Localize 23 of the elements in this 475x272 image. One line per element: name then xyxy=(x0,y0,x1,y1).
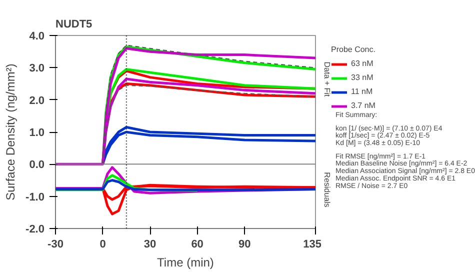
x-tick-label: 30 xyxy=(144,238,156,250)
y-tick-label: 3.0 xyxy=(29,62,45,75)
legend-label: 3.7 nM xyxy=(351,101,376,110)
x-tick-label: 0 xyxy=(100,238,106,250)
legend-label: 11 nM xyxy=(351,87,373,96)
legend-label: 33 nM xyxy=(351,73,374,82)
chart-title: NUDT5 xyxy=(56,18,92,30)
y-tick-label: 4.0 xyxy=(29,30,45,42)
y-tick-label: -1.0 xyxy=(26,191,45,204)
legend-title: Probe Conc. xyxy=(331,45,376,54)
y-tick-label: 2.0 xyxy=(29,94,45,107)
x-tick-label: -30 xyxy=(48,238,64,250)
y-tick-label: 0.0 xyxy=(29,159,45,172)
y-tick-label: -2.0 xyxy=(26,224,45,236)
y-tick-label: 1.0 xyxy=(29,127,45,139)
y-axis-title: Surface Density (ng/mm²) xyxy=(4,64,18,200)
text: Data + Fit xyxy=(322,62,332,98)
x-tick-label: 60 xyxy=(191,238,204,250)
legend-label: 63 nM xyxy=(351,59,374,68)
x-tick-label: 135 xyxy=(303,238,322,250)
text: Residuals xyxy=(322,172,332,208)
x-tick-label: 90 xyxy=(238,238,251,250)
x-axis-title: Time (min) xyxy=(157,256,214,270)
